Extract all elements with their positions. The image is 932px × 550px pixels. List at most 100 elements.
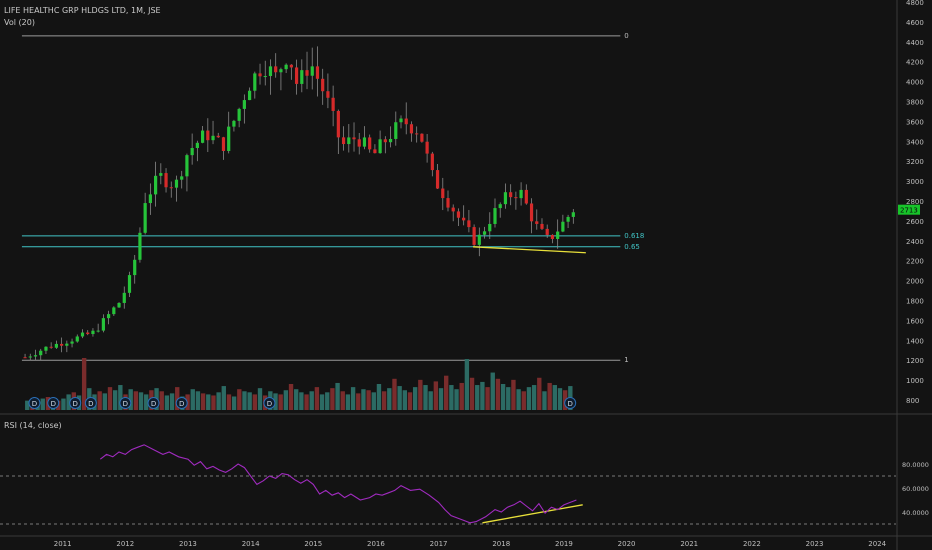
candle-body (305, 70, 309, 76)
rsi-indicator-label[interactable]: RSI (14, close) (4, 421, 62, 430)
dividend-marker-label: D (151, 400, 156, 408)
candle-body (75, 336, 79, 342)
candle-body (415, 133, 419, 135)
dividend-marker-label: D (32, 400, 37, 408)
candle-body (112, 307, 116, 315)
dividend-marker[interactable] (147, 397, 160, 409)
volume-bar (433, 381, 439, 410)
candle-body (242, 100, 246, 109)
trendlines[interactable] (473, 246, 586, 524)
volume-bar (376, 384, 382, 410)
volume-bar (330, 388, 335, 410)
dividend-marker[interactable] (47, 397, 60, 409)
candle-body (268, 66, 273, 77)
rsi-tick-label: 60.0000 (902, 485, 929, 493)
dividend-marker[interactable] (84, 397, 97, 409)
dividend-marker[interactable] (263, 397, 276, 409)
volume-bar (195, 391, 201, 410)
candle-body (357, 139, 361, 147)
candle-body (60, 343, 64, 346)
price-tick-label: 1800 (906, 298, 924, 306)
volume-bar (412, 387, 418, 410)
volume-bar (495, 378, 501, 410)
candle-body (54, 343, 58, 348)
candle-body (420, 133, 424, 142)
candle-body (169, 187, 173, 189)
dividend-marker[interactable] (28, 397, 41, 409)
candle-body (462, 217, 466, 221)
volume-bar (319, 394, 325, 410)
dividend-marker[interactable] (69, 397, 82, 409)
candle-body (477, 234, 481, 245)
volume-bar (25, 400, 30, 410)
candle-body (138, 232, 142, 260)
candle-body (467, 220, 471, 228)
volume-bar (299, 392, 304, 410)
price-tick-label: 1000 (906, 377, 924, 385)
volume-bar (325, 392, 330, 410)
volume-bar (516, 389, 521, 410)
volume-bar (66, 394, 71, 410)
price-tick-label: 4400 (906, 39, 924, 47)
symbol-title[interactable]: LIFE HEALTHC GRP HLDGS LTD, 1M, JSE (4, 6, 161, 15)
volume-bar (464, 359, 470, 410)
candle-body (472, 227, 476, 245)
price-tick-label: 2800 (906, 198, 924, 206)
time-tick-label: 2016 (367, 540, 385, 548)
dividend-marker[interactable] (119, 397, 132, 409)
candle-body (404, 118, 408, 125)
volume-indicator-label[interactable]: Vol (20) (4, 18, 35, 27)
candle-body (107, 314, 111, 319)
candle-body (258, 73, 262, 77)
time-tick-label: 2013 (179, 540, 197, 548)
candle-body (550, 234, 555, 239)
rsi-trendline (482, 504, 583, 524)
candle-body (399, 118, 403, 123)
dividend-marker-label: D (567, 400, 572, 408)
volume-bar (521, 391, 526, 410)
volume-bar (237, 389, 242, 410)
price-tick-label: 2000 (906, 278, 924, 286)
volume-bar (402, 390, 408, 410)
candle-body (482, 231, 487, 235)
volume-bar (531, 385, 537, 410)
volume-bar (61, 398, 66, 410)
volume-bar (304, 394, 309, 410)
candle-body (294, 67, 299, 84)
candle-body (341, 137, 346, 145)
time-tick-label: 2012 (116, 540, 134, 548)
candle-body (28, 356, 32, 358)
candle-body (185, 155, 189, 177)
candle-body (446, 198, 450, 208)
dividend-marker[interactable] (564, 397, 577, 409)
candle-body (368, 137, 372, 150)
time-tick-label: 2024 (868, 540, 886, 548)
volume-bar (392, 378, 397, 410)
volume-bar (257, 388, 263, 410)
candle-body (164, 173, 168, 188)
fibonacci-retracement[interactable]: 0 0.618 0.65 1 (21, 32, 644, 364)
candle-body (378, 139, 382, 154)
volume-bar (169, 393, 175, 410)
candle-body (498, 204, 502, 209)
candle-body (180, 176, 184, 180)
volume-bar (283, 390, 289, 410)
price-tick-label: 2200 (906, 258, 924, 266)
volume-bar (335, 382, 340, 410)
candle-body (195, 142, 199, 149)
volume-bar (361, 389, 366, 410)
fib-level-label: 0 (624, 32, 628, 40)
candle-body (279, 69, 283, 73)
price-tick-label: 1600 (906, 317, 924, 325)
candle-body (263, 76, 267, 78)
candle-body (247, 90, 252, 101)
volume-bar (190, 389, 195, 410)
volume-bar (288, 384, 294, 410)
candle-body (556, 231, 560, 239)
volume-bar (547, 382, 552, 410)
volume-bar (309, 391, 314, 410)
dividend-marker[interactable] (175, 397, 188, 409)
